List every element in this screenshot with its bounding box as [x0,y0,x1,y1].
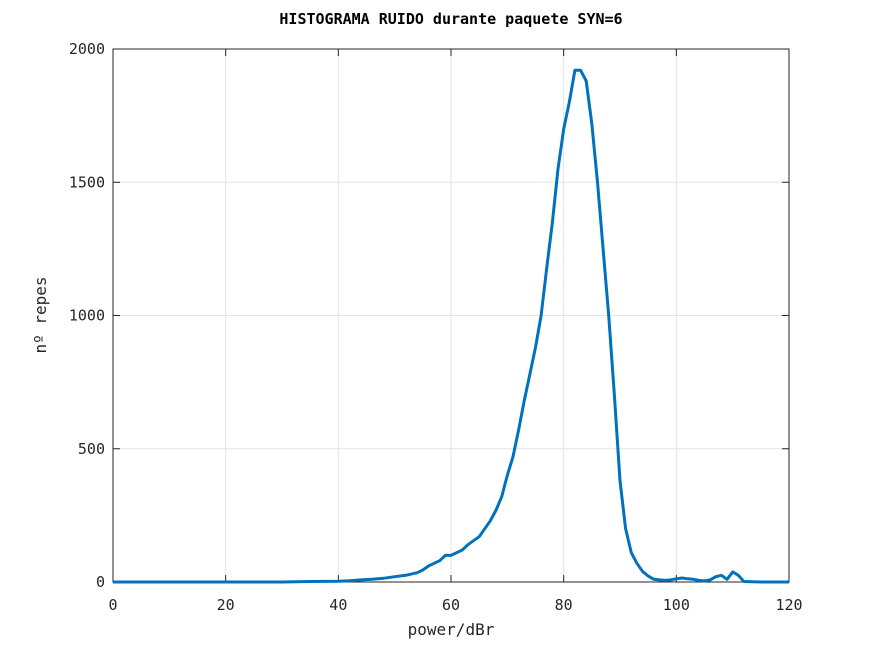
x-tick-label: 100 [663,596,690,614]
series-group [113,68,789,584]
y-axis-label: nº repes [31,276,50,353]
x-tick-label: 60 [442,596,460,614]
grid [113,49,789,582]
y-tick-label: 2000 [69,40,105,58]
x-tick-label: 0 [108,596,117,614]
y-tick-label: 0 [96,573,105,591]
x-axis-label: power/dBr [408,620,495,639]
y-tick-label: 1000 [69,307,105,325]
x-tick-label: 40 [329,596,347,614]
y-tick-label: 500 [78,440,105,458]
x-tick-label: 120 [775,596,802,614]
x-tick-label: 20 [217,596,235,614]
x-tick-label: 80 [555,596,573,614]
series-line [113,68,789,584]
axis-ticks: 0 20 40 60 80 100 120 0 500 1000 1500 2000 [69,40,803,614]
chart-title: HISTOGRAMA RUIDO durante paquete SYN=6 [279,10,622,28]
y-tick-label: 1500 [69,173,105,191]
